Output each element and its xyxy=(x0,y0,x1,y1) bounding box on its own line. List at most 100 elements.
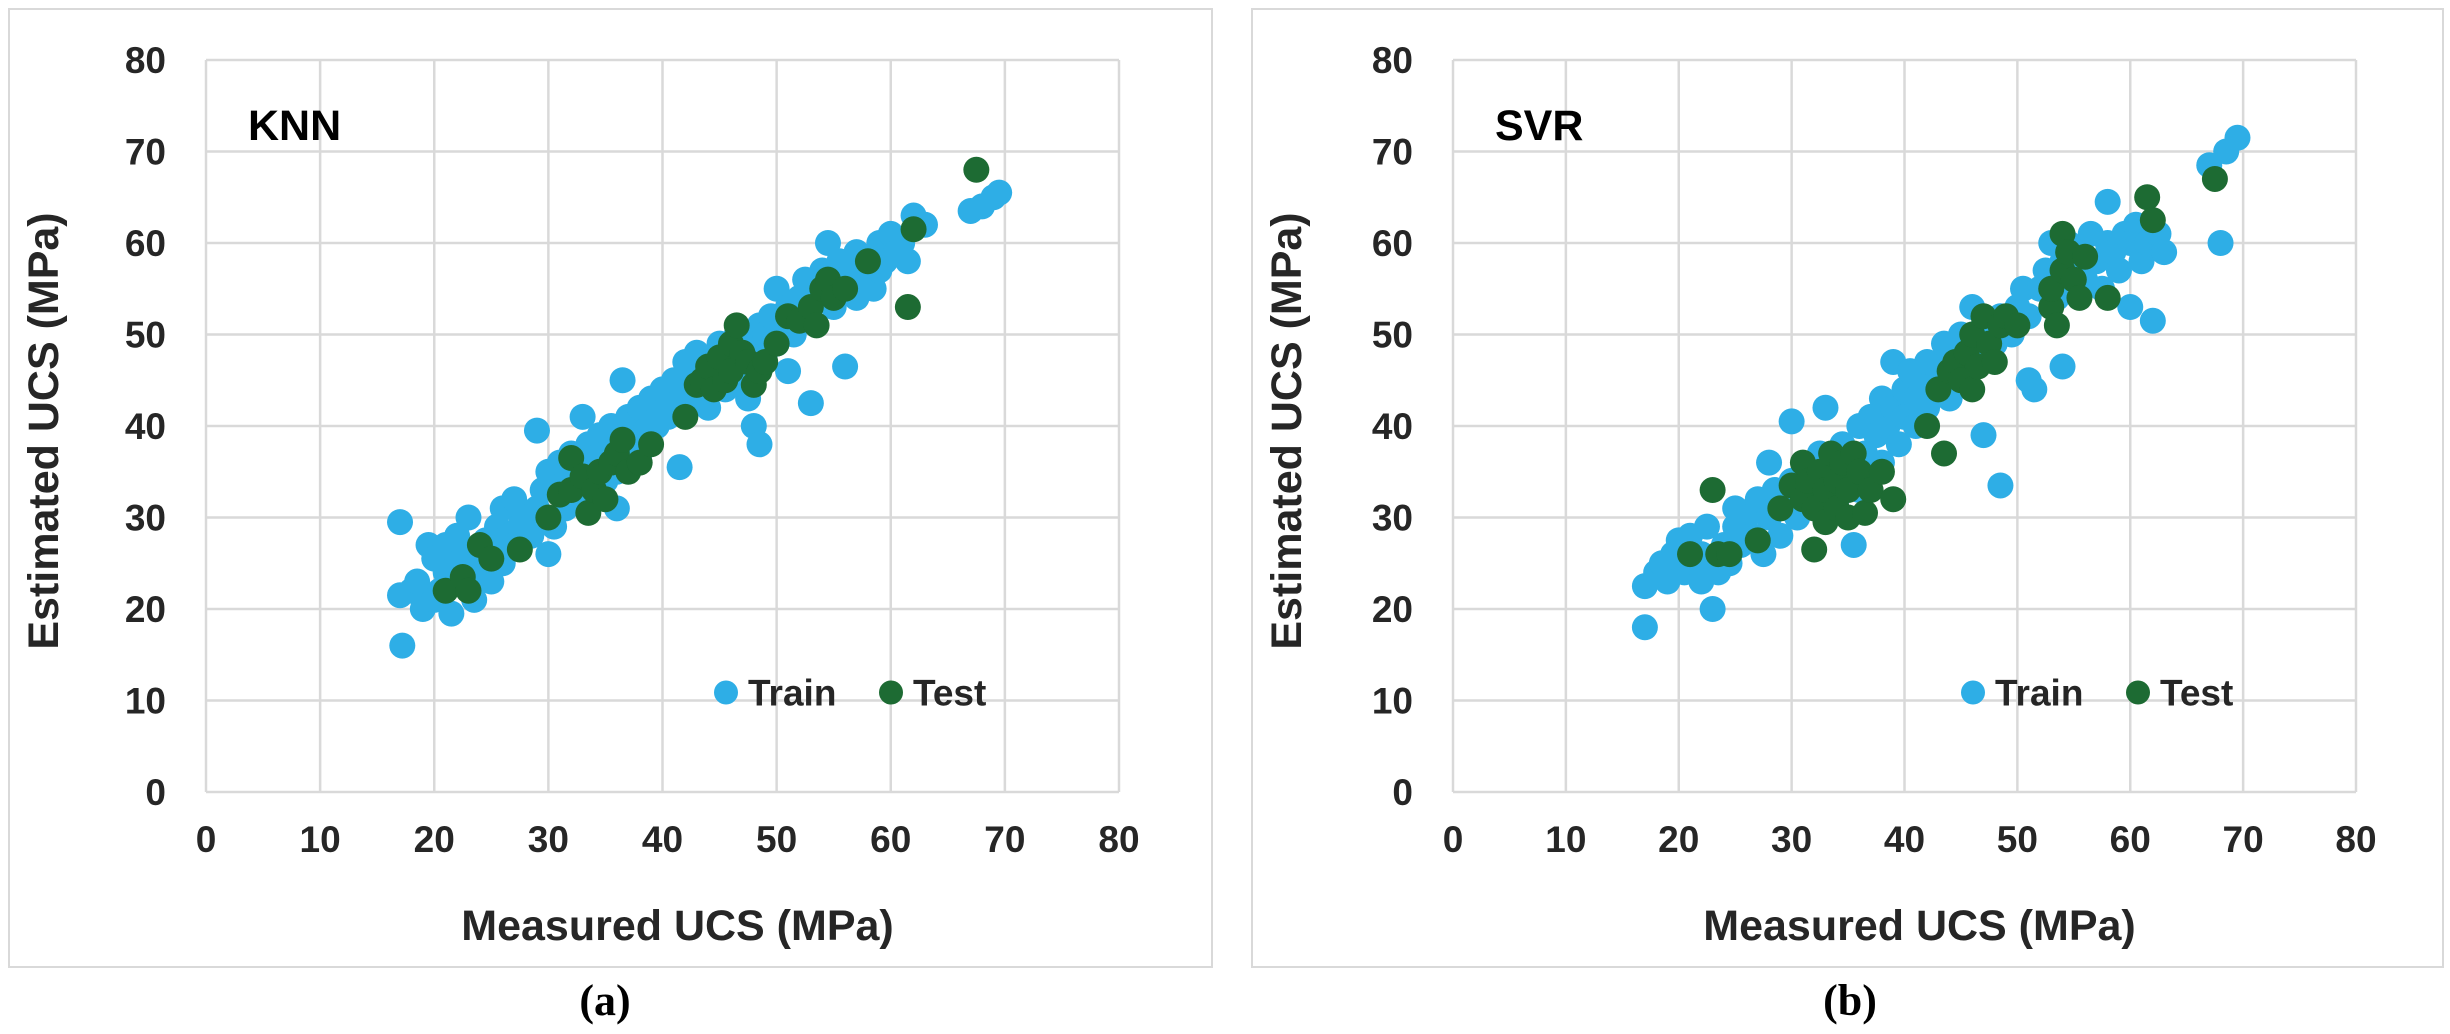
x-tick-label: 60 xyxy=(2110,819,2151,860)
x-axis-title: Measured UCS (MPa) xyxy=(461,902,893,950)
x-tick-label: 50 xyxy=(756,819,797,860)
train-point xyxy=(438,600,465,627)
x-tick-label: 40 xyxy=(642,819,683,860)
test-point xyxy=(723,312,750,339)
test-point xyxy=(638,431,665,458)
test-series xyxy=(432,156,990,604)
train-point xyxy=(1987,472,2014,499)
train-point xyxy=(1778,408,1805,435)
x-tick-label: 50 xyxy=(1997,819,2038,860)
model-label: KNN xyxy=(248,102,341,150)
train-point xyxy=(2049,353,2076,380)
train-point xyxy=(2021,376,2048,403)
test-point xyxy=(1801,536,1828,563)
train-point xyxy=(1840,531,1867,558)
train-point xyxy=(389,632,416,659)
legend-train-marker xyxy=(714,680,738,705)
train-point xyxy=(2094,188,2121,215)
train-point xyxy=(1767,522,1794,549)
train-point xyxy=(1970,422,1997,449)
y-tick-label: 50 xyxy=(125,315,166,356)
train-point xyxy=(1885,431,1912,458)
x-tick-label: 80 xyxy=(1098,819,1139,860)
knn-scatter-chart: 0 10 20 30 40 50 60 70 80 0 10 20 30 40 50 60 70 80 Measur… xyxy=(20,40,1140,950)
train-point xyxy=(2207,230,2234,256)
train-point xyxy=(832,353,859,380)
x-tick-label: 0 xyxy=(1443,819,1464,860)
test-point xyxy=(900,216,927,243)
train-point xyxy=(455,504,482,531)
chart-panel-svr: 0 10 20 30 40 50 60 70 80 0 10 20 30 40 50 60 70 80 Measur… xyxy=(1251,8,2444,968)
grid xyxy=(1451,58,2358,794)
train-point xyxy=(1812,394,1839,421)
y-tick-label: 40 xyxy=(125,406,166,447)
y-axis-title: Estimated UCS (MPa) xyxy=(20,212,68,649)
y-tick-label: 20 xyxy=(1372,589,1413,630)
y-tick-label: 50 xyxy=(1372,315,1413,356)
test-point xyxy=(592,486,619,513)
train-point xyxy=(2139,307,2166,334)
test-point xyxy=(2094,284,2121,311)
y-tick-label: 40 xyxy=(1372,406,1413,447)
test-point xyxy=(854,248,881,275)
train-point xyxy=(1699,596,1726,622)
y-tick-label: 80 xyxy=(125,40,166,81)
y-tick-label: 70 xyxy=(125,132,166,173)
train-point xyxy=(894,248,921,275)
y-tick-label: 0 xyxy=(145,772,166,813)
test-point xyxy=(1716,541,1743,568)
test-point xyxy=(2043,312,2070,339)
train-point xyxy=(2151,239,2178,266)
x-tick-label: 10 xyxy=(1545,819,1586,860)
x-tick-label: 70 xyxy=(984,819,1025,860)
train-point xyxy=(1693,513,1720,540)
x-tick-label: 70 xyxy=(2223,819,2264,860)
train-point xyxy=(535,541,562,568)
legend: Train Test xyxy=(1961,673,2233,714)
x-tick-label: 20 xyxy=(1658,819,1699,860)
test-point xyxy=(894,294,921,321)
x-tick-label: 30 xyxy=(528,819,569,860)
train-point xyxy=(2117,294,2144,321)
x-tick-label: 10 xyxy=(300,819,341,860)
legend-test-marker xyxy=(2126,680,2150,705)
x-tick-label: 60 xyxy=(870,819,911,860)
test-point xyxy=(1677,541,1704,568)
test-point xyxy=(1868,458,1895,485)
x-tick-label: 80 xyxy=(2335,819,2376,860)
test-point xyxy=(2134,184,2161,211)
svr-scatter-chart: 0 10 20 30 40 50 60 70 80 0 10 20 30 40 50 60 70 80 Measur… xyxy=(1263,40,2377,950)
legend-test-label: Test xyxy=(2160,673,2233,714)
x-tick-label: 40 xyxy=(1884,819,1925,860)
train-point xyxy=(746,431,773,458)
x-tick-label: 0 xyxy=(196,819,217,860)
test-point xyxy=(2139,207,2166,234)
caption-a: (a) xyxy=(579,976,631,1025)
train-point xyxy=(797,390,824,417)
test-point xyxy=(832,275,859,302)
y-tick-label: 0 xyxy=(1392,772,1413,813)
y-tick-label: 60 xyxy=(125,223,166,264)
test-point xyxy=(672,403,699,430)
test-point xyxy=(803,312,830,339)
train-point xyxy=(2105,257,2132,284)
y-tick-label: 30 xyxy=(1372,498,1413,539)
test-point xyxy=(1981,348,2008,375)
test-point xyxy=(478,545,505,572)
legend-train-label: Train xyxy=(748,673,836,714)
legend-train-label: Train xyxy=(1995,673,2083,714)
train-point xyxy=(609,367,636,394)
x-tick-label: 30 xyxy=(1771,819,1812,860)
test-point xyxy=(1914,413,1941,439)
test-point xyxy=(2004,312,2031,339)
y-axis-title: Estimated UCS (MPa) xyxy=(1263,212,1311,649)
y-tick-label: 60 xyxy=(1372,223,1413,264)
test-point xyxy=(1880,486,1907,513)
x-axis-title: Measured UCS (MPa) xyxy=(1703,902,2135,950)
train-point xyxy=(1631,614,1658,641)
test-point xyxy=(2072,243,2099,270)
test-series xyxy=(1677,165,2228,568)
train-point xyxy=(404,568,431,595)
test-point xyxy=(455,577,482,604)
test-point xyxy=(1744,527,1771,554)
